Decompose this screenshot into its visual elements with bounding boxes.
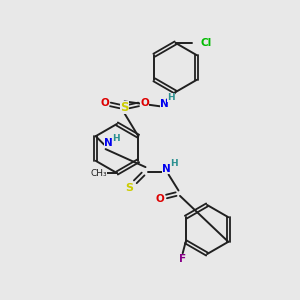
Text: Cl: Cl [200, 38, 211, 48]
Text: N: N [103, 137, 112, 148]
Text: O: O [155, 194, 164, 204]
Text: H: H [167, 93, 175, 102]
Text: O: O [100, 98, 109, 109]
Text: H: H [170, 159, 178, 168]
Text: F: F [179, 254, 186, 264]
Text: H: H [112, 134, 120, 142]
Text: S: S [125, 183, 133, 193]
Text: N: N [160, 99, 169, 109]
Text: S: S [120, 101, 129, 114]
Text: CH₃: CH₃ [90, 169, 107, 178]
Text: N: N [161, 164, 170, 174]
Text: O: O [140, 98, 149, 109]
